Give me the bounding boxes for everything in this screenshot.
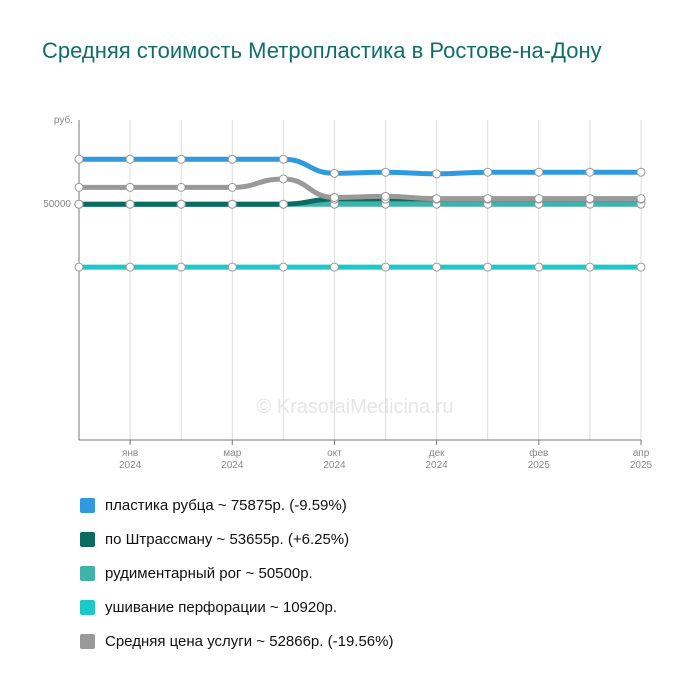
series-0-point [636,167,646,177]
series-0-point [125,154,135,164]
series-0-point [534,167,544,177]
tick-labels: руб.50000янв2024мар2024окт2024дек2024фев… [43,114,652,471]
series-0-point [74,154,84,164]
gridlines [78,120,642,440]
series-1-point [636,194,646,204]
series-4-point [74,262,84,272]
legend-swatch [80,633,95,649]
series-4-point [125,262,135,272]
x-tick-label: апр [633,448,650,459]
series-0-point [381,167,391,177]
x-tick-label: окт [327,448,342,459]
legend-swatch [80,599,95,615]
line-chart: © KrasotaiMedicina.ru руб.50000янв2024ма… [43,114,652,471]
x-tick-label: мар [223,448,241,459]
legend-label: Средняя цена услуги ~ 52866р. (-19.56%) [105,632,394,650]
legend: пластика рубца ~ 75875р. (-9.59%) по Штра… [80,488,660,658]
legend-item[interactable]: рудиментарный рог ~ 50500р. [80,556,660,590]
series-1-point [125,182,135,192]
series-4-point [176,262,186,272]
series-points [74,154,646,272]
series-lines [76,156,644,270]
series-4-point [227,262,237,272]
legend-label: по Штрассману ~ 53655р. (+6.25%) [105,530,350,548]
series-0-point [432,169,442,179]
legend-item[interactable]: пластика рубца ~ 75875р. (-9.59%) [80,488,660,522]
x-tick-label-year: 2024 [119,460,142,471]
watermark-text: © KrasotaiMedicina.ru [256,396,453,418]
series-1-point [534,194,544,204]
series-1-point [585,194,595,204]
chart-title: Средняя стоимость Метропластика в Ростов… [42,38,602,63]
series-1-point [74,182,84,192]
series-0-point [483,167,493,177]
y-unit-label: руб. [54,114,73,126]
series-4-point [381,262,391,272]
series-1-point [227,182,237,192]
legend-swatch [80,531,95,547]
x-tick-label-year: 2024 [221,460,244,471]
series-2-point [176,199,186,209]
series-1-line [76,176,644,202]
x-tick-label-year: 2024 [426,460,449,471]
series-4-point [432,262,442,272]
series-4-point [636,262,646,272]
y-tick-label: 50000 [43,199,71,210]
series-1-point [381,191,391,201]
x-tick-label: фев [529,447,548,459]
series-1-point [432,194,442,204]
legend-swatch [80,497,95,513]
x-tick-label-year: 2025 [630,460,653,471]
legend-label: рудиментарный рог ~ 50500р. [105,564,313,582]
series-1-point [278,174,288,184]
legend-item[interactable]: Средняя цена услуги ~ 52866р. (-19.56%) [80,624,660,658]
series-2-point [227,199,237,209]
legend-label: пластика рубца ~ 75875р. (-9.59%) [105,496,347,514]
legend-label: ушивание перфорации ~ 10920р. [105,598,338,616]
series-1-point [329,192,339,202]
series-4-point [278,262,288,272]
series-1-point [483,194,493,204]
series-2-point [125,199,135,209]
legend-swatch [80,565,95,581]
x-tick-label-year: 2025 [528,460,551,471]
legend-item[interactable]: ушивание перфорации ~ 10920р. [80,590,660,624]
legend-item[interactable]: по Штрассману ~ 53655р. (+6.25%) [80,522,660,556]
x-tick-label-year: 2024 [323,460,346,471]
series-4-point [329,262,339,272]
series-4-point [483,262,493,272]
series-0-point [176,154,186,164]
series-4-point [534,262,544,272]
series-2-point [74,199,84,209]
series-1-point [176,182,186,192]
x-tick-label: янв [122,448,138,459]
series-0-line [76,156,644,177]
series-0-point [278,154,288,164]
series-0-point [227,154,237,164]
series-0-point [329,168,339,178]
series-4-point [585,262,595,272]
x-tick-label: дек [429,448,445,459]
series-0-point [585,167,595,177]
series-2-point [278,199,288,209]
